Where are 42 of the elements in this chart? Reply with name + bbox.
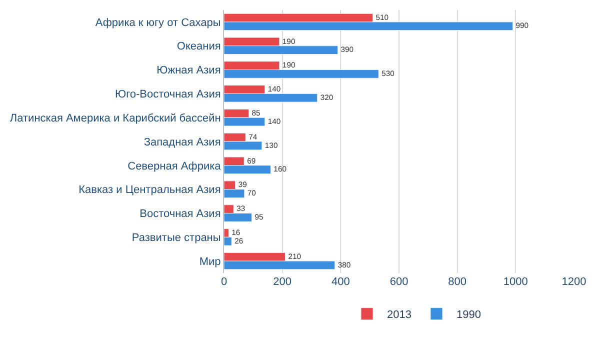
y-tick-label: Южная Азия <box>156 64 221 77</box>
y-tick-label: Мир <box>199 256 221 268</box>
data-label: 33 <box>236 204 246 214</box>
data-label: 39 <box>238 180 247 190</box>
data-label: 530 <box>382 69 394 78</box>
data-label: 210 <box>288 252 302 261</box>
x-tick-label: 200 <box>273 276 292 288</box>
y-tick-label: Океания <box>176 40 221 53</box>
x-tick-label: 800 <box>448 276 467 288</box>
x-tick-label: 1000 <box>503 276 528 288</box>
data-label: 320 <box>320 92 334 102</box>
data-label: 390 <box>340 45 354 54</box>
data-label: 380 <box>338 260 351 270</box>
y-tick-label: Западная Азия <box>144 136 221 148</box>
data-label: 510 <box>376 12 389 22</box>
data-label: 160 <box>274 164 286 174</box>
data-label: 16 <box>232 228 240 238</box>
y-tick-label: Восточная Азия <box>140 208 221 220</box>
data-label: 190 <box>282 36 296 46</box>
legend-label: 1990 <box>456 309 481 322</box>
data-label: 26 <box>234 236 244 246</box>
x-tick-label: 600 <box>390 276 408 288</box>
y-tick-label: Африка к югу от Сахары <box>95 16 221 29</box>
data-label: 130 <box>264 140 278 150</box>
x-tick-label: 400 <box>331 276 350 288</box>
data-label: 95 <box>254 212 264 222</box>
data-label: 140 <box>268 84 281 94</box>
data-label: 74 <box>248 132 258 142</box>
x-tick-label: 1200 <box>562 276 586 288</box>
data-label: 990 <box>516 21 529 30</box>
data-label: 69 <box>247 156 256 166</box>
data-label: 140 <box>268 116 281 126</box>
data-label: 190 <box>282 60 296 70</box>
y-tick-label: Кавказ и Центральная Азия <box>78 184 221 196</box>
y-tick-label: Латинская Америка и Карибский бассейн <box>10 112 221 124</box>
data-label: 85 <box>252 108 260 118</box>
x-tick-label: 0 <box>220 276 228 288</box>
data-label: 70 <box>247 188 256 198</box>
y-tick-label: Развитые страны <box>132 232 221 244</box>
y-tick-label: Юго-Восточная Азия <box>114 88 221 101</box>
y-tick-label: Северная Африка <box>128 160 222 172</box>
legend-label: 2013 <box>387 309 412 322</box>
